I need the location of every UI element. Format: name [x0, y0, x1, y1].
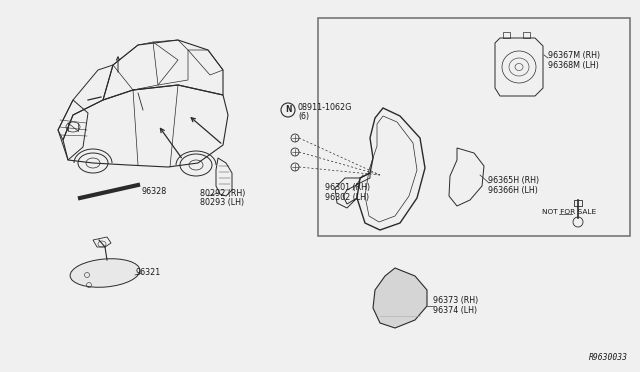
Text: 96328: 96328	[141, 187, 166, 196]
Text: 08911-1062G: 08911-1062G	[298, 103, 353, 112]
Text: 96301 (RH): 96301 (RH)	[325, 183, 370, 192]
Text: N: N	[285, 106, 291, 115]
Text: 96368M (LH): 96368M (LH)	[548, 61, 599, 70]
Text: NOT FOR SALE: NOT FOR SALE	[542, 209, 596, 215]
Ellipse shape	[70, 259, 140, 287]
Text: 96302 (LH): 96302 (LH)	[325, 193, 369, 202]
Text: (6): (6)	[298, 112, 309, 122]
Bar	[318, 18, 630, 236]
Text: 96321: 96321	[135, 268, 160, 277]
Text: 96365H (RH): 96365H (RH)	[488, 176, 539, 185]
Text: 96373 (RH): 96373 (RH)	[433, 296, 478, 305]
Polygon shape	[373, 268, 427, 328]
Text: 96374 (LH): 96374 (LH)	[433, 306, 477, 315]
Text: 96367M (RH): 96367M (RH)	[548, 51, 600, 60]
Text: 80292 (RH): 80292 (RH)	[200, 189, 245, 198]
Text: R9630033: R9630033	[589, 353, 628, 362]
Text: 80293 (LH): 80293 (LH)	[200, 198, 244, 207]
Text: 96366H (LH): 96366H (LH)	[488, 186, 538, 195]
